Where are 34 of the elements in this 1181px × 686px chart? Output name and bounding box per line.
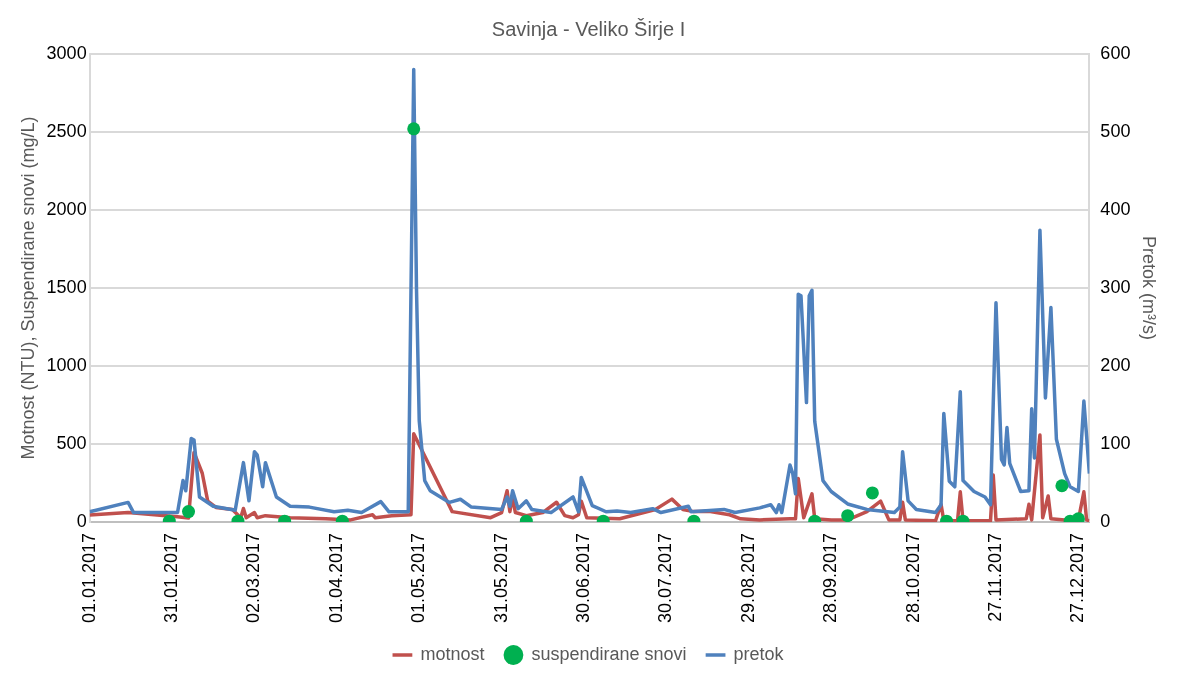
x-tick-label: 27.12.2017: [1067, 532, 1088, 624]
y-tick-label: 1000: [46, 354, 87, 375]
y2-tick-label: 500: [1100, 120, 1131, 141]
y-tick-label: 2000: [46, 198, 87, 219]
x-tick-label: 28.10.2017: [902, 532, 923, 624]
y2-tick-label: 600: [1100, 42, 1131, 63]
y-tick-label: 1500: [46, 276, 87, 297]
chart-title: Savinja - Veliko Širje I: [491, 17, 686, 40]
y2-tick-label: 300: [1100, 276, 1131, 297]
x-tick-label: 30.06.2017: [572, 532, 593, 624]
y-tick-label: 3000: [46, 42, 87, 63]
x-tick-label: 28.09.2017: [820, 532, 841, 624]
y-tick-label: 2500: [46, 120, 87, 141]
legend-label: suspendirane snovi: [531, 643, 687, 664]
y2-tick-label: 200: [1100, 354, 1131, 375]
x-tick-label: 02.03.2017: [243, 532, 264, 624]
y-tick-label: 0: [76, 510, 87, 531]
x-tick-label: 31.01.2017: [161, 532, 182, 624]
y2-tick-label: 0: [1100, 510, 1111, 531]
y-axis-title: Motnost (NTU), Suspendirane snovi (mg/L): [17, 116, 38, 460]
y2-tick-label: 400: [1100, 198, 1131, 219]
x-tick-label: 01.05.2017: [408, 532, 429, 624]
x-tick-label: 31.05.2017: [490, 532, 511, 624]
y-tick-label: 500: [56, 432, 87, 453]
y2-tick-label: 100: [1100, 432, 1131, 453]
x-tick-label: 27.11.2017: [984, 532, 1005, 622]
legend-label: motnost: [420, 643, 485, 664]
x-tick-label: 30.07.2017: [655, 532, 676, 624]
x-tick-label: 01.01.2017: [78, 532, 99, 624]
point: [407, 122, 421, 136]
x-tick-label: 29.08.2017: [737, 532, 758, 624]
y2-axis-title: Pretok (m³/s): [1139, 235, 1160, 340]
legend-label: pretok: [733, 643, 785, 664]
x-tick-label: 01.04.2017: [325, 532, 346, 624]
